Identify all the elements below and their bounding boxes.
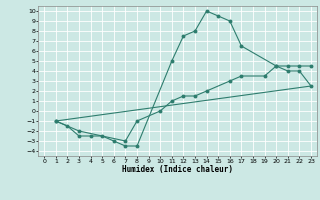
X-axis label: Humidex (Indice chaleur): Humidex (Indice chaleur) [122,165,233,174]
